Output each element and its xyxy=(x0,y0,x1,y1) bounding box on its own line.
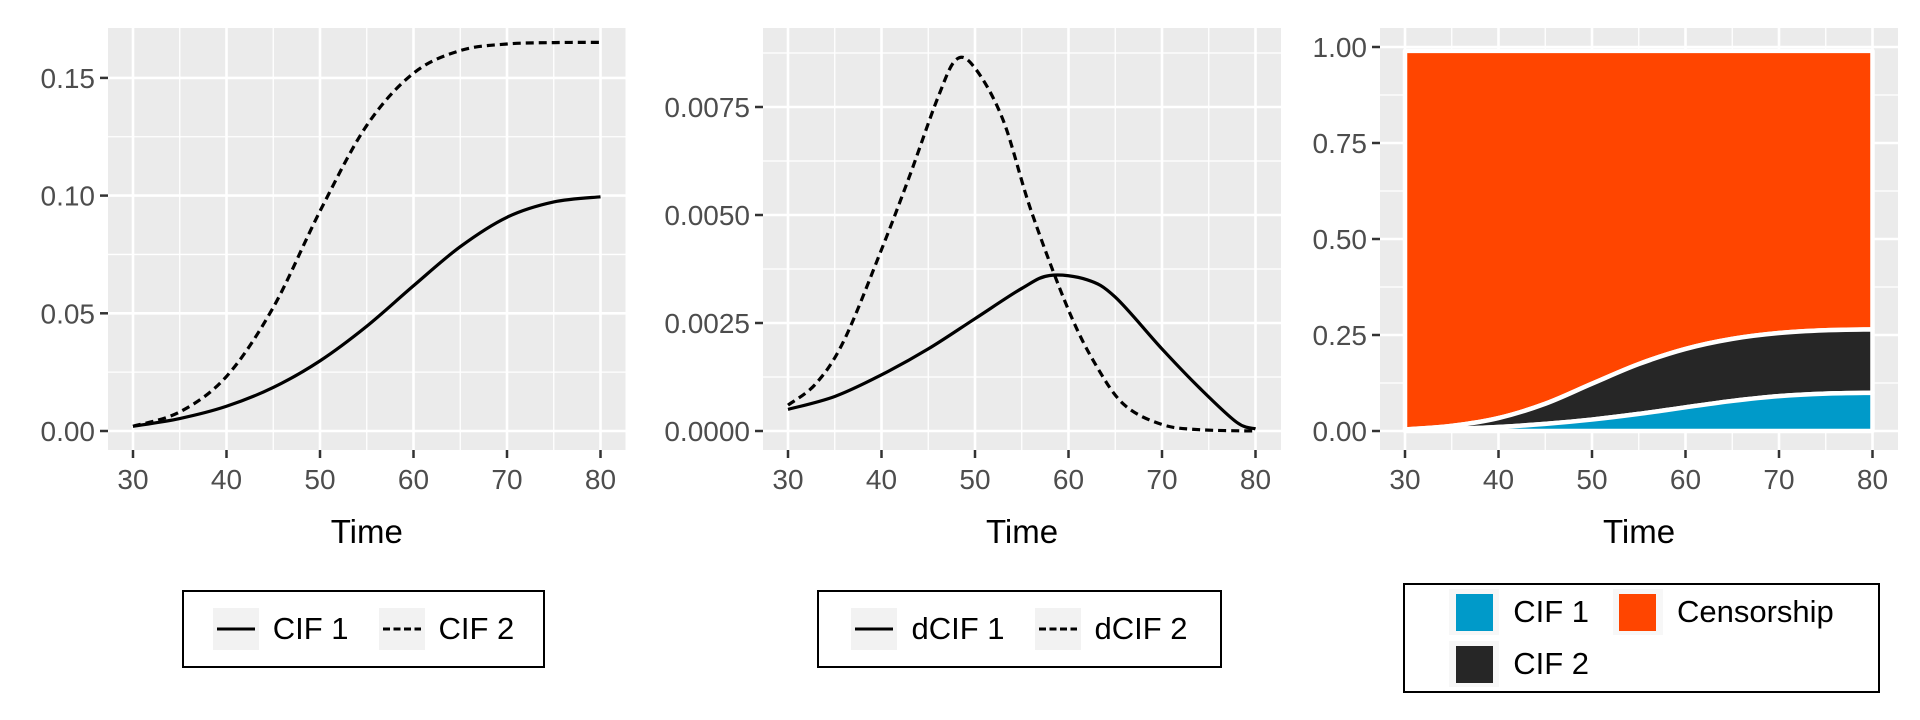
legend-label-stack-cif1: CIF 1 xyxy=(1513,594,1589,629)
legend-item-stack-cif1: CIF 1 xyxy=(1449,589,1589,635)
dark-swatch-icon xyxy=(1449,641,1500,687)
y-tick-label: 0.0000 xyxy=(664,416,750,447)
legend-label-stack-cif2: CIF 2 xyxy=(1513,646,1589,681)
stacked-cif-panel: 30 40 50 60 70 80 0.00 0.25 0.50 0.75 1.00 Time xyxy=(1313,28,1898,550)
y-tick-label: 0.0075 xyxy=(664,92,750,123)
x-tick-label: 40 xyxy=(211,464,242,495)
y-tick-label: 0.0050 xyxy=(664,200,750,231)
legend-item-stack-cif2: CIF 2 xyxy=(1449,641,1589,687)
legend-item-dcif2: dCIF 2 xyxy=(1034,608,1188,650)
x-tick-label: 70 xyxy=(1763,464,1794,495)
x-axis-title: Time xyxy=(986,513,1058,550)
x-tick-label: 60 xyxy=(1670,464,1701,495)
legend-item-cif2: CIF 2 xyxy=(378,608,515,650)
cif-panel: 30 40 50 60 70 80 0.00 0.05 0.10 0.15 Time xyxy=(41,28,626,550)
dcif-2-curve xyxy=(787,55,1256,433)
legend-label-dcif2: dCIF 2 xyxy=(1094,611,1188,646)
legend-item-cif1: CIF 1 xyxy=(212,608,349,650)
stacked-cif-legend: CIF 1 Censorship CIF 2 xyxy=(1403,583,1880,693)
x-tick-label: 40 xyxy=(866,464,897,495)
x-tick-label: 50 xyxy=(304,464,335,495)
y-tick-label: 0.00 xyxy=(1313,416,1368,447)
legend-label-cif1: CIF 1 xyxy=(272,611,349,646)
dashed-line-key-icon xyxy=(1034,608,1081,650)
x-tick-label: 70 xyxy=(491,464,522,495)
dashed-line-key-icon xyxy=(378,608,425,650)
y-tick-label: 0.10 xyxy=(41,181,96,212)
y-tick-label: 0.25 xyxy=(1313,320,1368,351)
solid-line-key-icon xyxy=(851,608,898,650)
y-tick-label: 0.50 xyxy=(1313,224,1368,255)
y-tick-label: 0.75 xyxy=(1313,128,1368,159)
y-tick-label: 0.00 xyxy=(41,416,96,447)
x-tick-label: 50 xyxy=(1576,464,1607,495)
legend-item-censorship: Censorship xyxy=(1612,589,1834,635)
orange-swatch-icon xyxy=(1612,589,1663,635)
cif-1-curve xyxy=(132,195,601,428)
blue-swatch-icon xyxy=(1449,589,1500,635)
dcif-legend: dCIF 1 dCIF 2 xyxy=(817,590,1222,668)
dcif-panel: 30 40 50 60 70 80 0.0000 0.0025 0.0050 0.0075 Time xyxy=(664,28,1281,550)
y-tick-label: 0.0025 xyxy=(664,308,750,339)
y-tick-label: 1.00 xyxy=(1313,32,1368,63)
legend-label-cif2: CIF 2 xyxy=(438,611,515,646)
y-tick-label: 0.05 xyxy=(41,298,96,329)
x-tick-label: 80 xyxy=(1857,464,1888,495)
x-tick-label: 60 xyxy=(398,464,429,495)
cif-legend: CIF 1 CIF 2 xyxy=(182,590,545,668)
legend-label-dcif1: dCIF 1 xyxy=(911,611,1005,646)
x-tick-label: 40 xyxy=(1483,464,1514,495)
x-tick-label: 30 xyxy=(117,464,148,495)
x-tick-label: 30 xyxy=(772,464,803,495)
x-tick-label: 60 xyxy=(1053,464,1084,495)
cif-2-curve xyxy=(132,40,601,428)
x-tick-label: 50 xyxy=(959,464,990,495)
dcif-1-curve xyxy=(787,273,1257,431)
legend-label-censorship: Censorship xyxy=(1676,594,1834,629)
x-tick-label: 80 xyxy=(585,464,616,495)
x-tick-label: 70 xyxy=(1146,464,1177,495)
solid-line-key-icon xyxy=(212,608,259,650)
legend-item-dcif1: dCIF 1 xyxy=(851,608,1005,650)
x-axis-title: Time xyxy=(1603,513,1675,550)
y-tick-label: 0.15 xyxy=(41,63,96,94)
x-axis-title: Time xyxy=(331,513,403,550)
x-tick-label: 80 xyxy=(1240,464,1271,495)
cif-1-area xyxy=(1402,390,1875,434)
x-tick-label: 30 xyxy=(1389,464,1420,495)
